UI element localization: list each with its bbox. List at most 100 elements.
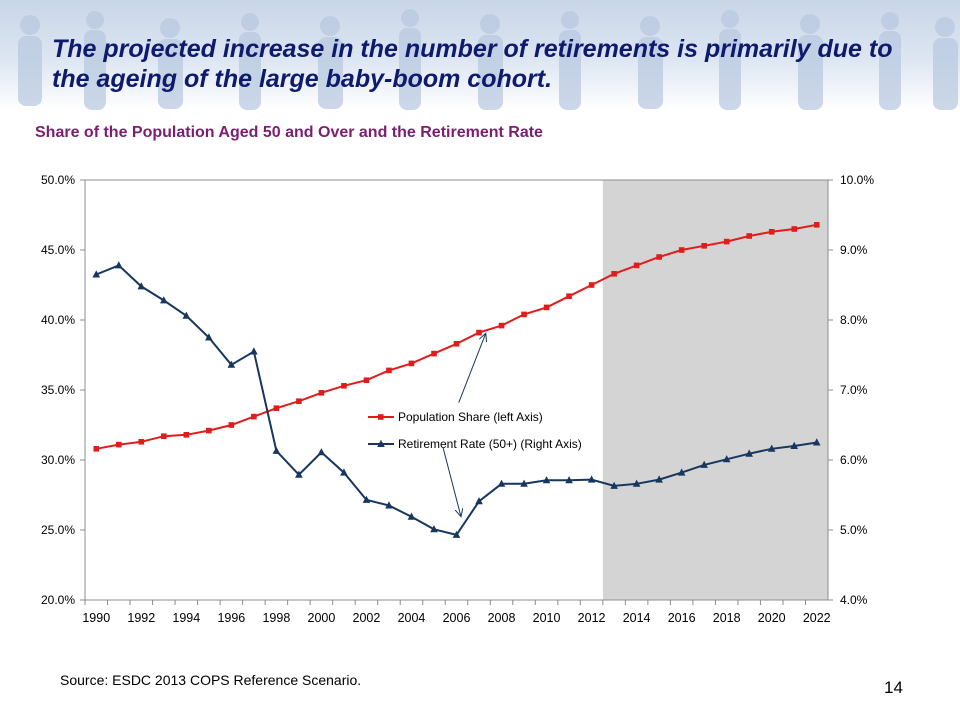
data-point-retirement-rate xyxy=(114,261,123,269)
x-tick-label: 2002 xyxy=(353,611,381,625)
data-point-population-share xyxy=(633,262,640,269)
data-point-retirement-rate xyxy=(767,444,776,452)
data-point-retirement-rate xyxy=(677,468,686,476)
data-point-population-share xyxy=(521,311,527,318)
data-point-retirement-rate xyxy=(475,497,483,505)
y-right-tick-label: 5.0% xyxy=(840,523,868,537)
data-point-retirement-rate xyxy=(92,270,101,278)
data-point-retirement-rate xyxy=(790,441,799,449)
data-point-population-share xyxy=(93,446,100,452)
y-right-tick-label: 9.0% xyxy=(840,243,868,257)
data-point-retirement-rate xyxy=(700,460,708,468)
data-point-population-share xyxy=(363,377,370,383)
data-point-population-share xyxy=(251,413,257,420)
projection-shading xyxy=(602,180,828,600)
data-point-retirement-rate xyxy=(317,448,326,456)
line-chart: 20.0% 25.0% 30.0% 35.0% 40.0% 45.0% 50.0% 4.0% 5… xyxy=(41,173,874,625)
data-point-retirement-rate xyxy=(272,446,281,454)
data-point-retirement-rate xyxy=(722,455,731,463)
x-tick-label: 2010 xyxy=(533,611,561,625)
data-point-retirement-rate xyxy=(182,311,191,319)
data-point-retirement-rate xyxy=(250,347,258,355)
x-tick-label: 2012 xyxy=(578,611,606,625)
y-left-tick-label: 20.0% xyxy=(41,593,75,607)
data-point-population-share xyxy=(386,367,392,374)
x-tick-label: 2006 xyxy=(443,611,471,625)
data-point-retirement-rate xyxy=(610,481,618,489)
legend-marker xyxy=(377,439,385,447)
data-point-population-share xyxy=(318,390,325,396)
data-point-population-share xyxy=(768,229,775,235)
x-tick-label: 2022 xyxy=(803,611,831,625)
data-point-population-share xyxy=(115,441,122,448)
source-note: Source: ESDC 2013 COPS Reference Scenari… xyxy=(60,672,362,688)
y-left-tick-label: 35.0% xyxy=(41,383,75,397)
data-point-population-share xyxy=(161,433,167,439)
data-point-population-share xyxy=(138,439,145,445)
data-point-population-share xyxy=(206,427,212,434)
x-tick-label: 1992 xyxy=(127,611,155,625)
x-tick-label: 1998 xyxy=(262,611,290,625)
data-point-population-share xyxy=(813,222,820,228)
x-tick-label: 2000 xyxy=(308,611,336,625)
data-point-retirement-rate xyxy=(160,296,168,304)
data-point-population-share xyxy=(341,383,347,389)
data-point-population-share xyxy=(476,329,482,336)
data-point-retirement-rate xyxy=(137,282,146,290)
data-point-retirement-rate xyxy=(655,475,663,483)
data-point-retirement-rate xyxy=(520,479,528,487)
legend-marker xyxy=(378,414,384,420)
data-point-population-share xyxy=(656,254,662,260)
x-tick-label: 1996 xyxy=(217,611,245,625)
annotation-arrow xyxy=(458,333,486,403)
data-point-retirement-rate xyxy=(497,479,506,487)
data-point-population-share xyxy=(746,233,752,239)
y-left-tick-label: 50.0% xyxy=(41,173,75,187)
data-point-population-share xyxy=(678,247,685,253)
data-point-population-share xyxy=(228,422,235,428)
data-point-retirement-rate xyxy=(587,475,596,483)
data-point-population-share xyxy=(498,322,505,329)
data-point-retirement-rate xyxy=(542,476,551,484)
x-tick-label: 1990 xyxy=(82,611,110,625)
x-tick-label: 2008 xyxy=(488,611,516,625)
data-point-retirement-rate xyxy=(565,476,573,484)
data-point-retirement-rate xyxy=(385,501,393,509)
data-point-population-share xyxy=(431,350,437,357)
data-point-population-share xyxy=(701,243,707,249)
data-point-population-share xyxy=(791,226,798,232)
data-point-retirement-rate xyxy=(227,360,236,368)
page-number: 14 xyxy=(884,678,903,697)
y-right-tick-label: 6.0% xyxy=(840,453,868,467)
legend-label: Retirement Rate (50+) (Right Axis) xyxy=(398,437,582,451)
y-left-tick-label: 40.0% xyxy=(41,313,75,327)
data-point-population-share xyxy=(296,398,302,404)
chart-title: Share of the Population Aged 50 and Over… xyxy=(35,124,543,141)
x-tick-label: 1994 xyxy=(172,611,200,625)
x-tick-label: 2020 xyxy=(758,611,786,625)
x-tick-label: 2014 xyxy=(623,611,651,625)
x-tick-label: 2004 xyxy=(398,611,426,625)
data-point-population-share xyxy=(723,238,730,245)
y-right-tick-label: 8.0% xyxy=(840,313,868,327)
data-point-retirement-rate xyxy=(295,470,303,478)
legend-label: Population Share (left Axis) xyxy=(398,410,543,424)
data-point-population-share xyxy=(588,282,595,288)
data-point-retirement-rate xyxy=(632,479,641,487)
data-point-retirement-rate xyxy=(452,530,461,538)
data-point-retirement-rate xyxy=(745,449,753,457)
slide-title: The projected increase in the number of … xyxy=(52,35,893,93)
data-point-retirement-rate xyxy=(205,333,213,341)
data-point-population-share xyxy=(183,432,190,438)
y-right-tick-label: 4.0% xyxy=(840,593,868,607)
y-right-tick-label: 7.0% xyxy=(840,383,868,397)
data-point-retirement-rate xyxy=(407,512,416,520)
x-tick-label: 2018 xyxy=(713,611,741,625)
data-point-retirement-rate xyxy=(340,468,348,476)
data-point-population-share xyxy=(543,304,550,311)
y-left-tick-label: 45.0% xyxy=(41,243,75,257)
silhouettes-background xyxy=(18,9,958,110)
data-point-population-share xyxy=(408,360,415,367)
data-point-retirement-rate xyxy=(430,525,438,533)
data-point-retirement-rate xyxy=(362,495,371,503)
